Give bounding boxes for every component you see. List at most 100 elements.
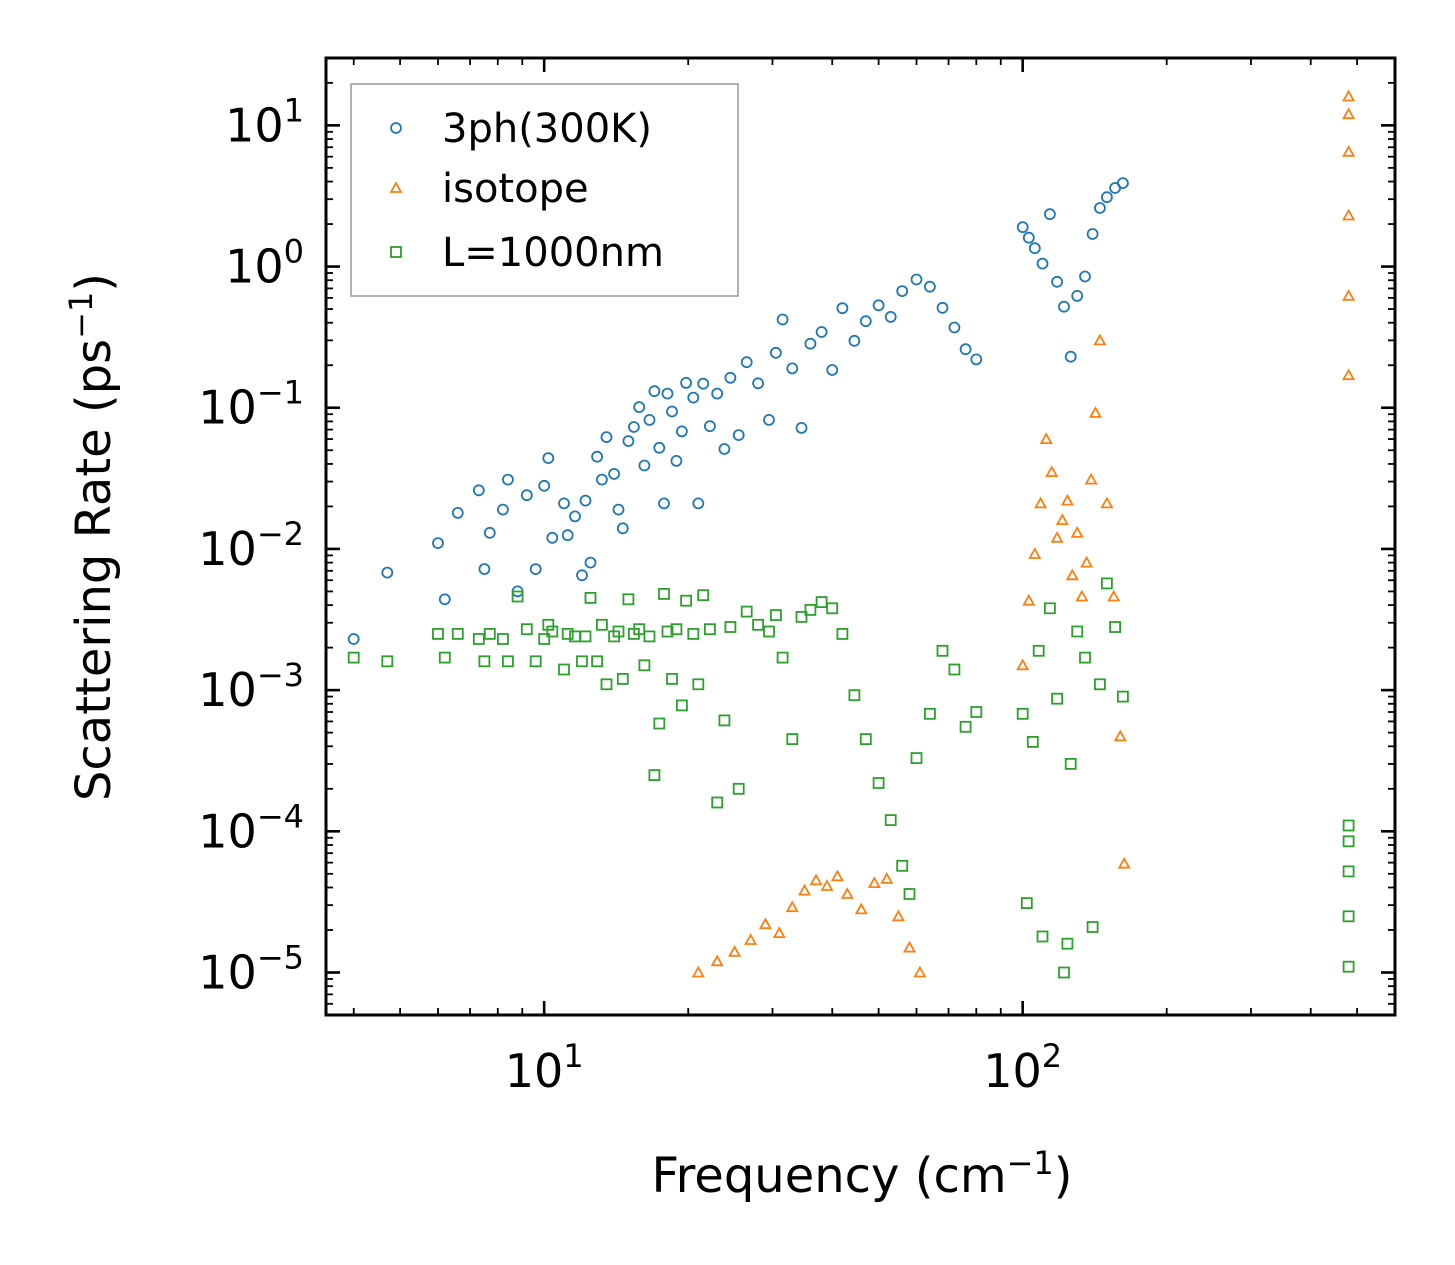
point-l-1000nm bbox=[483, 628, 496, 640]
point-3ph-300k- bbox=[680, 376, 692, 389]
point-l-1000nm bbox=[924, 707, 936, 720]
point-l-1000nm bbox=[472, 633, 485, 645]
point-l-1000nm bbox=[1117, 690, 1129, 703]
point-3ph-300k- bbox=[687, 391, 700, 404]
point-isotope bbox=[1342, 144, 1356, 157]
point-isotope bbox=[913, 965, 927, 978]
point-isotope bbox=[1107, 589, 1121, 602]
point-3ph-300k- bbox=[381, 566, 394, 579]
x-tick-label: 101 bbox=[505, 1037, 584, 1098]
point-isotope bbox=[772, 926, 786, 938]
point-isotope bbox=[1075, 589, 1089, 602]
point-3ph-300k- bbox=[1117, 177, 1129, 190]
point-l-1000nm bbox=[579, 630, 592, 643]
y-tick-label: 10−4 bbox=[198, 797, 304, 858]
point-3ph-300k- bbox=[826, 364, 839, 376]
point-3ph-300k- bbox=[432, 537, 444, 549]
point-3ph-300k- bbox=[633, 401, 646, 414]
point-3ph-300k- bbox=[538, 479, 551, 492]
point-isotope bbox=[1342, 107, 1356, 120]
point-3ph-300k- bbox=[752, 377, 764, 390]
y-tick-label: 101 bbox=[225, 91, 304, 152]
point-3ph-300k- bbox=[711, 387, 724, 400]
point-l-1000nm bbox=[848, 689, 861, 702]
y-tick-label: 10−5 bbox=[198, 938, 304, 999]
point-isotope bbox=[1055, 513, 1069, 525]
point-3ph-300k- bbox=[584, 556, 597, 569]
point-3ph-300k- bbox=[884, 310, 897, 323]
point-l-1000nm bbox=[1342, 819, 1355, 832]
point-isotope bbox=[809, 873, 823, 886]
tick-labels: 101 102 101 100 10−1 10−2 10−3 10−4 10−5 bbox=[198, 91, 1062, 1098]
point-3ph-300k- bbox=[653, 441, 666, 454]
point-3ph-300k- bbox=[836, 302, 849, 315]
point-3ph-300k- bbox=[643, 413, 656, 426]
plot-frame bbox=[324, 56, 1397, 1017]
point-l-1000nm bbox=[1044, 602, 1056, 615]
legend-marker-l1000nm bbox=[390, 246, 402, 258]
point-3ph-300k- bbox=[910, 273, 923, 286]
point-3ph-300k- bbox=[948, 321, 961, 334]
point-3ph-300k- bbox=[1101, 191, 1113, 204]
point-l-1000nm bbox=[584, 592, 597, 604]
point-3ph-300k- bbox=[520, 489, 533, 502]
y-tick-label: 10−3 bbox=[198, 656, 304, 717]
point-l-1000nm bbox=[676, 699, 688, 712]
point-l-1000nm bbox=[661, 625, 674, 638]
point-l-1000nm bbox=[1032, 644, 1045, 657]
point-3ph-300k- bbox=[763, 413, 775, 426]
point-3ph-300k- bbox=[697, 377, 710, 390]
point-l-1000nm bbox=[576, 655, 588, 668]
point-isotope bbox=[744, 933, 758, 945]
point-3ph-300k- bbox=[1016, 221, 1029, 234]
point-3ph-300k- bbox=[658, 497, 670, 510]
point-l-1000nm bbox=[643, 630, 656, 643]
point-l-1000nm bbox=[561, 628, 574, 640]
point-3ph-300k- bbox=[438, 593, 451, 606]
legend-frame bbox=[350, 83, 739, 297]
point-isotope bbox=[1060, 493, 1074, 506]
point-isotope bbox=[880, 872, 894, 884]
y-tick-label: 10−1 bbox=[198, 374, 304, 435]
point-3ph-300k- bbox=[776, 313, 789, 326]
point-3ph-300k- bbox=[848, 334, 861, 347]
point-l-1000nm bbox=[438, 651, 451, 664]
point-3ph-300k- bbox=[1071, 289, 1084, 302]
point-isotope bbox=[840, 887, 854, 899]
series-layer bbox=[347, 89, 1356, 979]
point-3ph-300k- bbox=[546, 531, 559, 544]
point-isotope bbox=[1093, 333, 1107, 346]
point-3ph-300k- bbox=[795, 421, 808, 434]
point-l-1000nm bbox=[1086, 921, 1099, 933]
point-l-1000nm bbox=[612, 625, 625, 638]
point-l-1000nm bbox=[752, 618, 764, 631]
point-l-1000nm bbox=[718, 714, 731, 727]
point-3ph-300k- bbox=[612, 503, 625, 516]
point-l-1000nm bbox=[1342, 835, 1355, 848]
point-l-1000nm bbox=[1071, 625, 1084, 638]
point-l-1000nm bbox=[478, 655, 491, 668]
point-l-1000nm bbox=[704, 623, 716, 636]
point-3ph-300k- bbox=[959, 343, 972, 356]
legend-label-isotope: isotope bbox=[442, 166, 589, 212]
point-l-1000nm bbox=[1064, 758, 1077, 770]
point-isotope bbox=[691, 965, 705, 978]
point-l-1000nm bbox=[776, 651, 789, 664]
point-3ph-300k- bbox=[804, 337, 817, 350]
point-l-1000nm bbox=[740, 605, 753, 618]
point-l-1000nm bbox=[347, 651, 360, 664]
point-3ph-300k- bbox=[692, 497, 705, 510]
point-l-1000nm bbox=[859, 733, 872, 745]
point-l-1000nm bbox=[884, 814, 897, 826]
point-l-1000nm bbox=[1079, 651, 1091, 664]
point-3ph-300k- bbox=[1022, 231, 1035, 244]
point-l-1000nm bbox=[763, 625, 775, 638]
point-isotope bbox=[797, 883, 812, 896]
point-isotope bbox=[1034, 496, 1048, 509]
point-isotope bbox=[1342, 89, 1356, 102]
x-tick-label: 102 bbox=[983, 1037, 1062, 1098]
point-l-1000nm bbox=[546, 625, 559, 638]
point-3ph-300k- bbox=[608, 467, 620, 480]
point-isotope bbox=[1084, 472, 1098, 485]
